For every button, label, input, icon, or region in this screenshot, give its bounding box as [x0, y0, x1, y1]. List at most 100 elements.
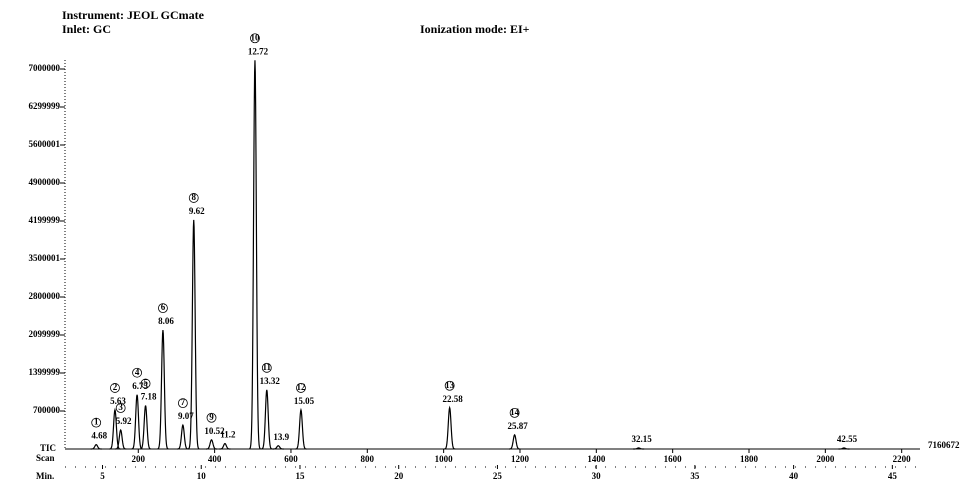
min-tick-label: 25 [493, 471, 503, 481]
peak [139, 405, 152, 450]
peak [444, 405, 456, 450]
y-tick-label: 3500001 [29, 253, 61, 263]
peak-number: 4 [135, 367, 140, 377]
peak-number-circle [132, 367, 142, 378]
scan-tick-label: 1800 [740, 454, 759, 464]
retention-time: 5.92 [116, 416, 132, 426]
min-tick-label: 15 [295, 471, 305, 481]
peak-number: 3 [118, 402, 123, 412]
retention-time: 22.58 [443, 394, 464, 404]
peak-number-circle [158, 303, 168, 314]
peak [131, 394, 143, 450]
peak-number-circle [444, 380, 455, 391]
peak [205, 438, 218, 450]
tic-label: TIC [40, 443, 56, 453]
scan-tick-label: 2000 [816, 454, 835, 464]
scan-label: Scan [36, 453, 55, 463]
peak [90, 444, 102, 450]
peak-number: 7 [181, 397, 186, 407]
y-tick-label: 700000 [33, 405, 61, 415]
peak-number: 14 [510, 407, 520, 417]
peak-number-circle [115, 403, 126, 413]
peak [115, 428, 127, 450]
scan-tick-label: 600 [284, 454, 298, 464]
y-tick-label: 6299999 [29, 101, 61, 111]
scan-tick-label: 1600 [664, 454, 683, 464]
tic-max: 7160672 [928, 440, 960, 450]
min-label: Min. [36, 471, 54, 481]
scan-tick-label: 2200 [893, 454, 912, 464]
scan-tick-label: 200 [132, 454, 146, 464]
peak [109, 407, 121, 450]
y-tick-label: 5600001 [29, 139, 61, 149]
retention-time: 42.55 [837, 434, 858, 444]
peak [838, 447, 850, 450]
y-tick-label: 7000000 [29, 63, 61, 73]
retention-time: 8.06 [158, 316, 174, 326]
min-tick-label: 40 [789, 471, 799, 481]
retention-time: 5.63 [110, 396, 126, 406]
peak-number-circle [509, 407, 520, 418]
scan-tick-label: 400 [208, 454, 222, 464]
scan-tick-label: 1400 [587, 454, 606, 464]
peak-number: 5 [143, 378, 148, 388]
retention-time: 4.68 [91, 431, 107, 441]
peak [261, 389, 273, 450]
peak [509, 433, 521, 450]
peak [219, 442, 231, 450]
retention-time: 10.52 [204, 426, 225, 436]
retention-time: 9.07 [178, 411, 194, 421]
peak-number-circle [206, 412, 217, 423]
y-tick-label: 4199999 [29, 215, 61, 225]
ionization-mode: Ionization mode: EI+ [420, 22, 530, 36]
retention-time: 15.05 [294, 396, 315, 406]
inlet: Inlet: GC [62, 22, 111, 36]
peak [633, 447, 645, 450]
peak-number: 6 [161, 302, 166, 312]
peak-number: 8 [191, 192, 196, 202]
scan-tick-label: 1200 [511, 454, 530, 464]
peak-number: 2 [113, 382, 118, 392]
min-tick-label: 20 [394, 471, 404, 481]
peak-number-circle [261, 362, 272, 373]
min-tick-label: 30 [592, 471, 602, 481]
y-tick-label: 2800000 [29, 291, 61, 301]
min-tick-label: 45 [888, 471, 898, 481]
peak [157, 330, 169, 450]
peak-number-circle [91, 417, 102, 428]
retention-time: 12.72 [248, 46, 269, 56]
peak-number-circle [250, 33, 260, 44]
instrument: Instrument: JEOL GCmate [62, 8, 205, 22]
peak-number-circle [110, 383, 120, 393]
retention-time: 6.75 [132, 381, 148, 391]
peak-number: 11 [263, 362, 272, 372]
scan-tick-label: 1000 [435, 454, 454, 464]
peak [177, 423, 189, 450]
peak [249, 60, 261, 450]
peak-number-circle [140, 378, 151, 389]
y-tick-label: 1399999 [29, 367, 61, 377]
peak-number-circle [188, 193, 199, 203]
y-tick-label: 4900000 [29, 177, 61, 187]
scan-tick-label: 800 [361, 454, 375, 464]
peak-number: 9 [209, 412, 214, 422]
peak [272, 445, 284, 450]
peak-number: 1 [94, 417, 99, 427]
y-tick-label: 2099999 [29, 329, 61, 339]
min-tick-label: 10 [197, 471, 207, 481]
peak-number: 10 [250, 32, 260, 42]
peak [188, 219, 200, 450]
retention-time: 9.62 [189, 206, 205, 216]
retention-time: 25.87 [507, 421, 528, 431]
retention-time: 13.9 [273, 432, 289, 442]
min-tick-label: 5 [100, 471, 105, 481]
peak [295, 407, 307, 450]
peak-number: 13 [445, 380, 455, 390]
min-tick-label: 35 [690, 471, 700, 481]
peak-number: 12 [296, 382, 306, 392]
retention-time: 11.2 [220, 430, 236, 440]
peak-number-circle [177, 398, 188, 409]
peak-number-circle [296, 383, 306, 393]
retention-time: 7.18 [141, 392, 157, 402]
